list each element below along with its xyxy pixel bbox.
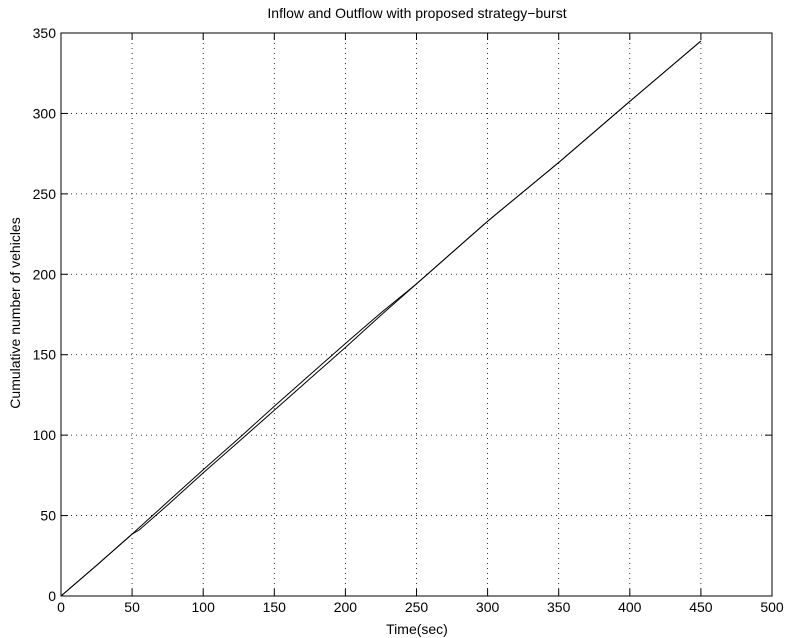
y-tick-labels: 0 50 100 150 200 250 300 350 — [33, 25, 57, 604]
data-series-group — [60, 40, 702, 597]
y-tick-label: 150 — [33, 347, 57, 363]
chart-title: Inflow and Outflow with proposed strateg… — [267, 5, 566, 21]
x-tick-label: 300 — [476, 599, 500, 615]
y-tick-label: 100 — [33, 427, 57, 443]
y-tick-label: 250 — [33, 186, 57, 202]
y-axis-label: Cumulative number of vehicles — [7, 217, 23, 408]
y-tick-label: 50 — [40, 508, 56, 524]
axis-ticks — [60, 32, 773, 597]
y-tick-label: 0 — [48, 588, 56, 604]
x-tick-label: 450 — [689, 599, 713, 615]
y-tick-label: 300 — [33, 105, 57, 121]
x-tick-label: 150 — [263, 599, 287, 615]
x-tick-label: 100 — [192, 599, 216, 615]
x-tick-label: 250 — [405, 599, 429, 615]
x-tick-label: 0 — [57, 599, 65, 615]
x-tick-labels: 0 50 100 150 200 250 300 350 400 450 500 — [57, 599, 784, 615]
series-line-2 — [60, 40, 702, 597]
y-tick-label: 350 — [33, 25, 57, 41]
grid-lines — [61, 33, 772, 596]
x-tick-label: 400 — [618, 599, 642, 615]
x-tick-label: 350 — [547, 599, 571, 615]
x-axis-label: Time(sec) — [386, 621, 448, 637]
x-tick-label: 200 — [334, 599, 358, 615]
y-tick-label: 200 — [33, 266, 57, 282]
x-tick-label: 50 — [124, 599, 140, 615]
x-tick-label: 500 — [760, 599, 784, 615]
